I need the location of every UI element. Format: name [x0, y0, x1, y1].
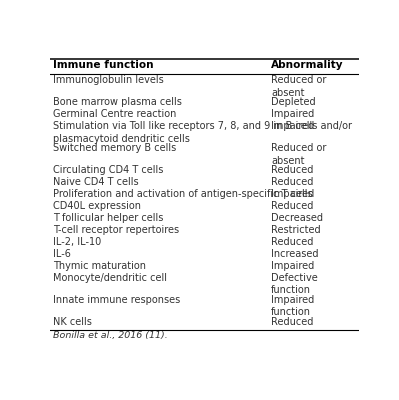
- Text: Impaired
function: Impaired function: [271, 295, 314, 318]
- Text: Reduced or
absent: Reduced or absent: [271, 143, 326, 166]
- Text: Bonilla et al., 2016 (11).: Bonilla et al., 2016 (11).: [53, 331, 168, 340]
- Text: Circulating CD4 T cells: Circulating CD4 T cells: [53, 165, 163, 175]
- Text: IL-2, IL-10: IL-2, IL-10: [53, 237, 101, 247]
- Text: Naive CD4 T cells: Naive CD4 T cells: [53, 177, 138, 187]
- Text: IL-6: IL-6: [53, 249, 71, 259]
- Text: Reduced: Reduced: [271, 177, 313, 187]
- Text: Reduced or
absent: Reduced or absent: [271, 76, 326, 98]
- Text: Impaired: Impaired: [271, 121, 314, 131]
- Text: T follicular helper cells: T follicular helper cells: [53, 213, 163, 223]
- Text: Thymic maturation: Thymic maturation: [53, 261, 146, 271]
- Text: Impaired: Impaired: [271, 261, 314, 271]
- Text: Monocyte/dendritic cell: Monocyte/dendritic cell: [53, 273, 167, 283]
- Text: Germinal Centre reaction: Germinal Centre reaction: [53, 109, 176, 119]
- Text: CD40L expression: CD40L expression: [53, 201, 141, 211]
- Text: Reduced: Reduced: [271, 237, 313, 247]
- Text: NK cells: NK cells: [53, 317, 92, 327]
- Text: Decreased: Decreased: [271, 213, 323, 223]
- Text: Stimulation via Toll like receptors 7, 8, and 9 in B cells and/or
plasmacytoid d: Stimulation via Toll like receptors 7, 8…: [53, 121, 352, 144]
- Text: Increased: Increased: [271, 249, 318, 259]
- Text: Proliferation and activation of antigen-specific T cells: Proliferation and activation of antigen-…: [53, 189, 312, 199]
- Text: Immune function: Immune function: [53, 60, 154, 70]
- Text: Restricted: Restricted: [271, 225, 320, 235]
- Text: Defective
function: Defective function: [271, 273, 318, 296]
- Text: Impaired: Impaired: [271, 189, 314, 199]
- Text: Abnormality: Abnormality: [271, 60, 344, 70]
- Text: Switched memory B cells: Switched memory B cells: [53, 143, 176, 153]
- Text: Impaired: Impaired: [271, 109, 314, 119]
- Text: Innate immune responses: Innate immune responses: [53, 295, 180, 305]
- Text: Immunoglobulin levels: Immunoglobulin levels: [53, 76, 164, 86]
- Text: Bone marrow plasma cells: Bone marrow plasma cells: [53, 98, 182, 108]
- Text: T-cell receptor repertoires: T-cell receptor repertoires: [53, 225, 179, 235]
- Text: Reduced: Reduced: [271, 201, 313, 211]
- Text: Depleted: Depleted: [271, 98, 316, 108]
- Text: Reduced: Reduced: [271, 165, 313, 175]
- Text: Reduced: Reduced: [271, 317, 313, 327]
